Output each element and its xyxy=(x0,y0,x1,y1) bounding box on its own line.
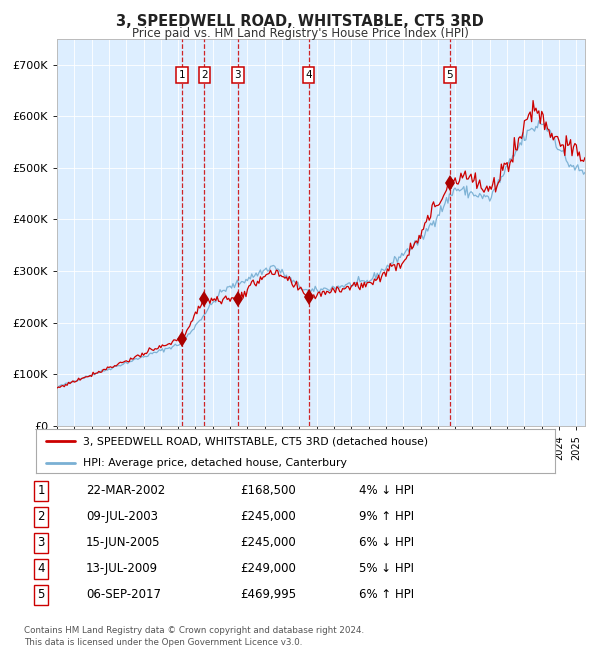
Text: 3, SPEEDWELL ROAD, WHITSTABLE, CT5 3RD: 3, SPEEDWELL ROAD, WHITSTABLE, CT5 3RD xyxy=(116,14,484,29)
Text: 5: 5 xyxy=(446,70,453,80)
Text: 5% ↓ HPI: 5% ↓ HPI xyxy=(359,562,414,575)
Text: £168,500: £168,500 xyxy=(240,484,296,497)
Text: 15-JUN-2005: 15-JUN-2005 xyxy=(86,536,161,549)
Text: 5: 5 xyxy=(38,588,45,601)
Text: £245,000: £245,000 xyxy=(240,536,296,549)
Text: Contains HM Land Registry data © Crown copyright and database right 2024.
This d: Contains HM Land Registry data © Crown c… xyxy=(24,626,364,647)
Text: 6% ↓ HPI: 6% ↓ HPI xyxy=(359,536,414,549)
Text: £249,000: £249,000 xyxy=(240,562,296,575)
Text: 2: 2 xyxy=(38,510,45,523)
Text: HPI: Average price, detached house, Canterbury: HPI: Average price, detached house, Cant… xyxy=(83,458,347,469)
Text: Price paid vs. HM Land Registry's House Price Index (HPI): Price paid vs. HM Land Registry's House … xyxy=(131,27,469,40)
Text: 4% ↓ HPI: 4% ↓ HPI xyxy=(359,484,414,497)
Text: 3, SPEEDWELL ROAD, WHITSTABLE, CT5 3RD (detached house): 3, SPEEDWELL ROAD, WHITSTABLE, CT5 3RD (… xyxy=(83,436,428,447)
Text: 22-MAR-2002: 22-MAR-2002 xyxy=(86,484,166,497)
Text: 09-JUL-2003: 09-JUL-2003 xyxy=(86,510,158,523)
Text: 13-JUL-2009: 13-JUL-2009 xyxy=(86,562,158,575)
Text: 3: 3 xyxy=(38,536,45,549)
Text: 6% ↑ HPI: 6% ↑ HPI xyxy=(359,588,414,601)
Text: 2: 2 xyxy=(201,70,208,80)
Text: 3: 3 xyxy=(235,70,241,80)
Text: £245,000: £245,000 xyxy=(240,510,296,523)
Text: 1: 1 xyxy=(179,70,185,80)
Text: 1: 1 xyxy=(38,484,45,497)
Text: 4: 4 xyxy=(38,562,45,575)
Text: 9% ↑ HPI: 9% ↑ HPI xyxy=(359,510,414,523)
Text: 4: 4 xyxy=(305,70,312,80)
Text: 06-SEP-2017: 06-SEP-2017 xyxy=(86,588,161,601)
Text: £469,995: £469,995 xyxy=(240,588,296,601)
